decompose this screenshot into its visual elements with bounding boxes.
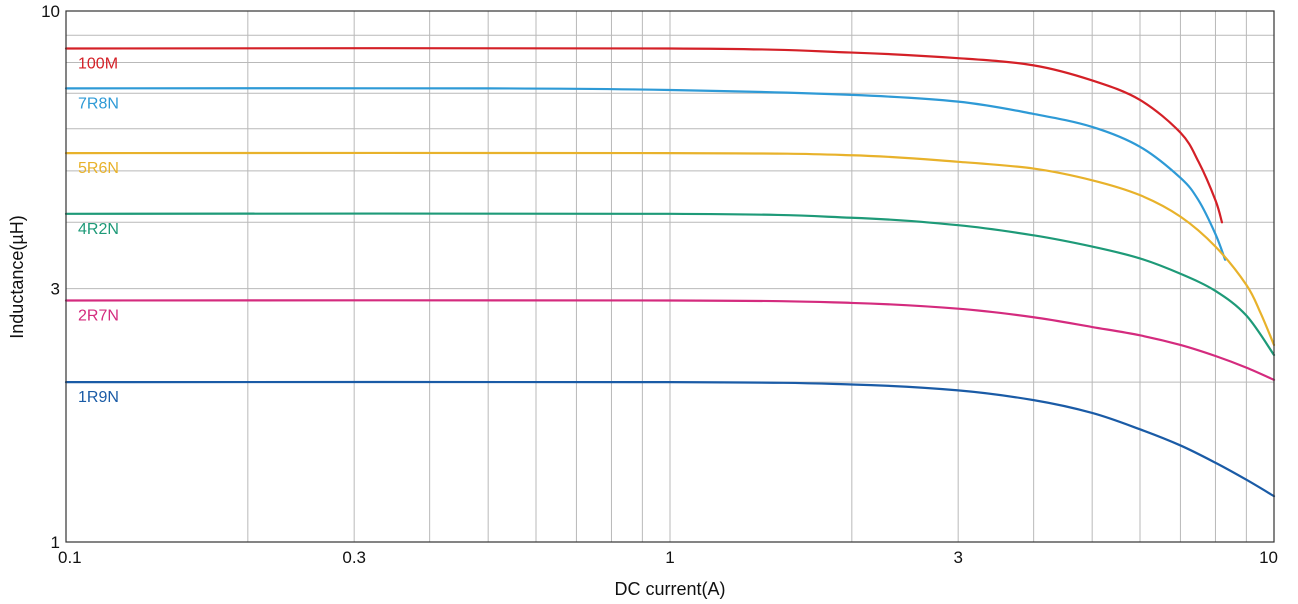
y-tick-label: 10 <box>41 2 60 21</box>
x-axis-title: DC current(A) <box>614 579 725 599</box>
plot-frame <box>65 10 1275 543</box>
series-line-4r2n <box>64 212 1276 357</box>
y-tick-label: 1 <box>51 533 60 552</box>
series-label-5r6n: 5R6N <box>78 160 119 177</box>
series-label-4r2n: 4R2N <box>78 221 119 238</box>
series-line-1r9n <box>64 380 1276 498</box>
x-tick-label: 3 <box>953 548 962 567</box>
y-axis-title: Inductance(µH) <box>7 215 27 338</box>
x-tick-label: 0.1 <box>58 548 82 567</box>
y-tick-label: 3 <box>51 280 60 299</box>
series-line-2r7n <box>64 299 1276 381</box>
series-line-5r6n <box>64 151 1276 347</box>
x-tick-label: 1 <box>665 548 674 567</box>
series-label-100m: 100M <box>78 55 118 72</box>
x-tick-label: 10 <box>1259 548 1278 567</box>
series-line-7r8n <box>64 87 1227 261</box>
series-label-1r9n: 1R9N <box>78 389 119 406</box>
series-labels: 100M 7R8N 5R6N 4R2N 2R7N 1R9N <box>78 55 119 406</box>
series-label-2r7n: 2R7N <box>78 307 119 324</box>
x-tick-label: 0.3 <box>342 548 366 567</box>
series-label-7r8n: 7R8N <box>78 95 119 112</box>
series-line-100m <box>64 47 1224 224</box>
series-lines <box>64 47 1276 498</box>
tick-labels: 0.1 0.3 1 3 10 1 3 10 <box>41 2 1278 567</box>
